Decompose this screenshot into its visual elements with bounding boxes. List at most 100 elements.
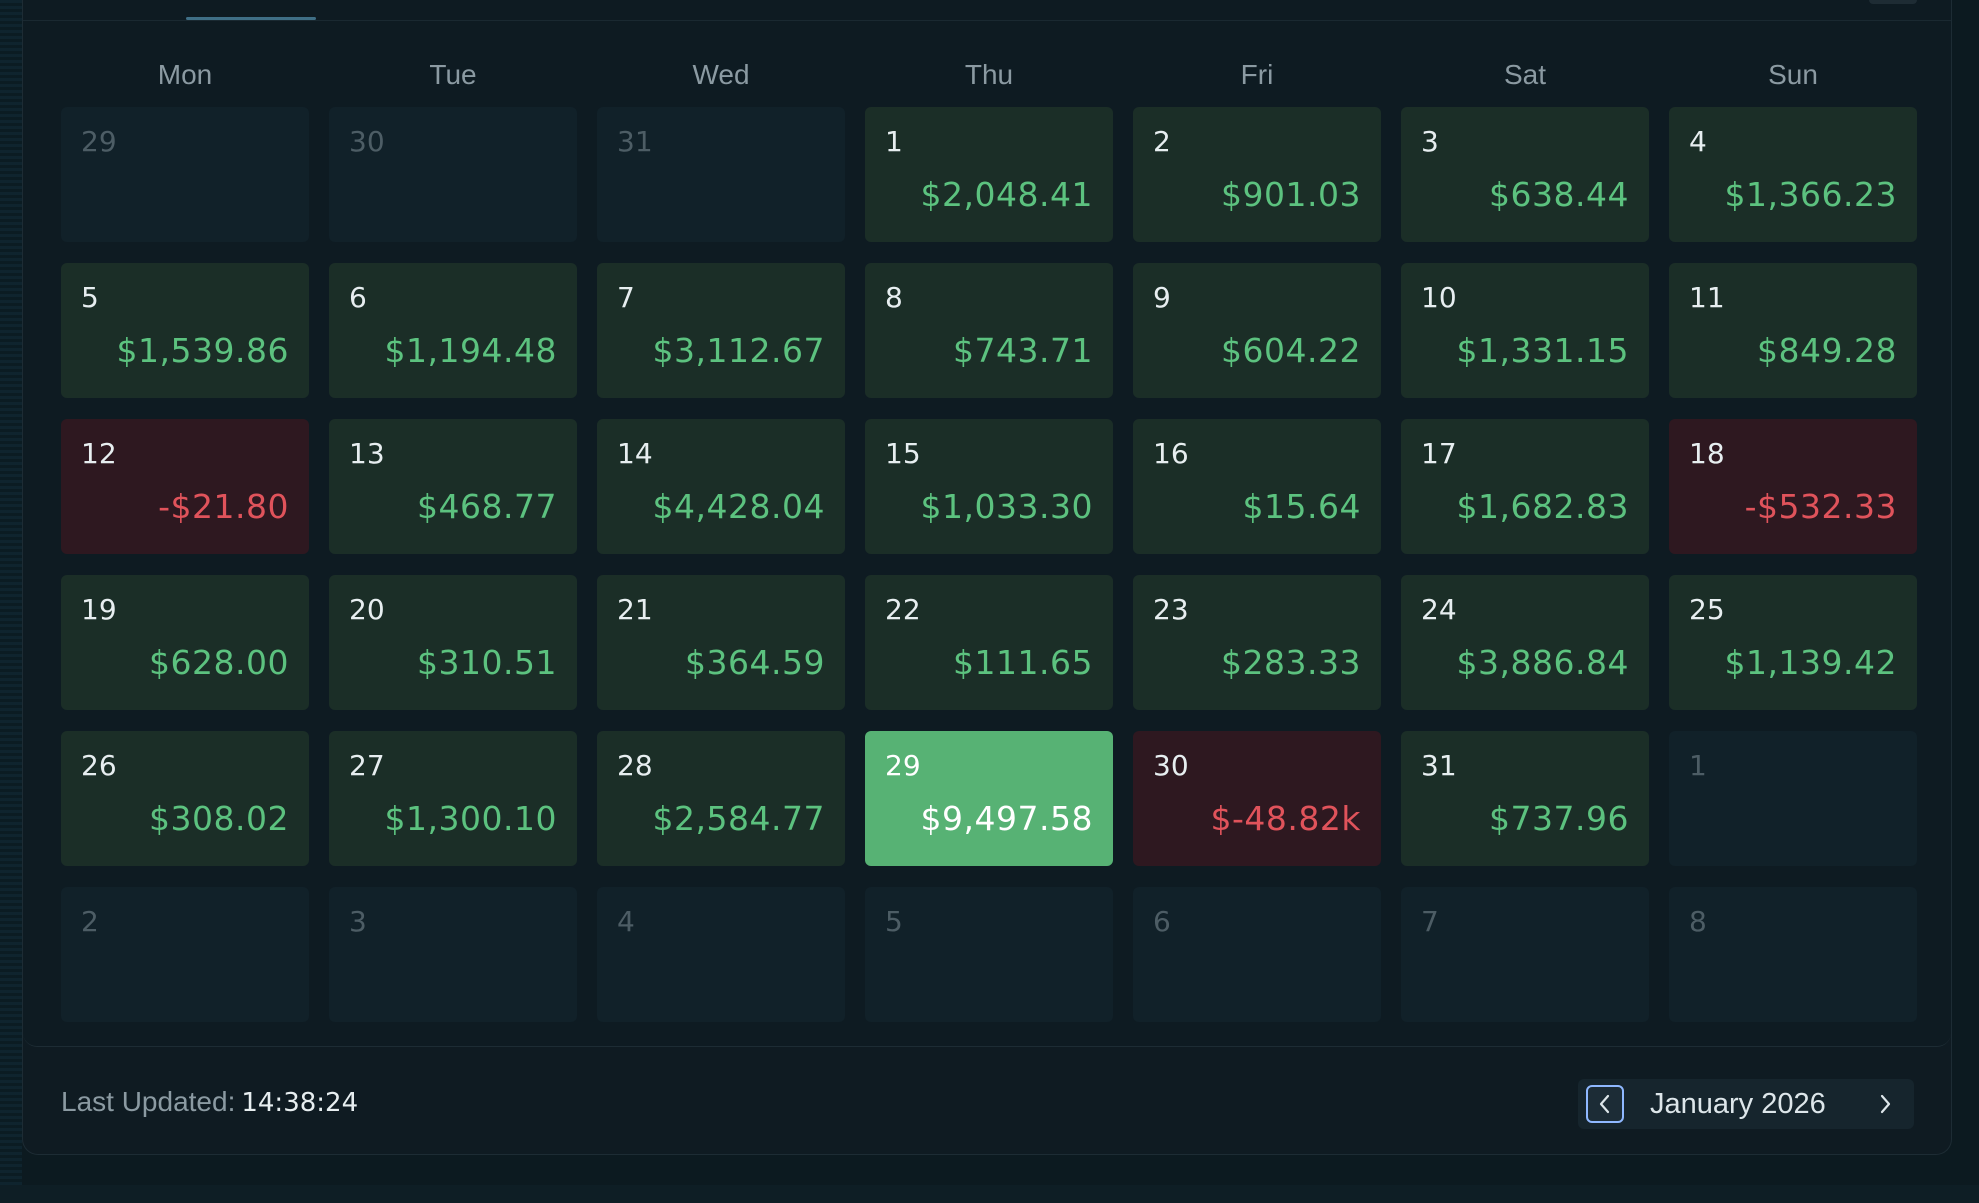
calendar-day[interactable]: 19 $628.00 [61,575,309,710]
day-number: 29 [81,125,117,158]
pnl-calendar-panel: Mon Tue Wed Thu Fri Sat Sun 29 30 31 1 $2,048.41 2 $… [22,0,1952,1155]
chevron-left-icon [1599,1094,1610,1114]
day-number: 15 [885,437,921,470]
calendar-day-outside: 31 [597,107,845,242]
calendar-day[interactable]: 16 $15.64 [1133,419,1381,554]
day-number: 10 [1421,281,1457,314]
calendar-day[interactable]: 15 $1,033.30 [865,419,1113,554]
day-number: 30 [349,125,385,158]
day-pnl-value: $468.77 [417,487,557,526]
day-pnl-value: $3,886.84 [1456,643,1629,682]
day-number: 5 [81,281,99,314]
weekday-tue: Tue [429,59,477,90]
calendar-day[interactable]: 29 $9,497.58 [865,731,1113,866]
day-number: 20 [349,593,385,626]
calendar-day[interactable]: 17 $1,682.83 [1401,419,1649,554]
day-number: 5 [885,905,903,938]
calendar-day[interactable]: 26 $308.02 [61,731,309,866]
calendar-day[interactable]: 23 $283.33 [1133,575,1381,710]
calendar-day[interactable]: 22 $111.65 [865,575,1113,710]
day-pnl-value: -$532.33 [1744,487,1897,526]
calendar-day[interactable]: 21 $364.59 [597,575,845,710]
calendar-day-outside: 8 [1669,887,1917,1022]
calendar-grid: 29 30 31 1 $2,048.41 2 $901.03 3 $638.44 4 $1,366.… [61,107,1917,1022]
day-pnl-value: $364.59 [685,643,825,682]
panel-corner-button[interactable] [1869,0,1917,4]
calendar-day[interactable]: 6 $1,194.48 [329,263,577,398]
next-month-button[interactable] [1866,1085,1904,1123]
calendar-day-outside: 6 [1133,887,1381,1022]
prev-month-button[interactable] [1586,1085,1624,1123]
day-pnl-value: $15.64 [1242,487,1361,526]
calendar-day[interactable]: 1 $2,048.41 [865,107,1113,242]
day-pnl-value: $2,584.77 [652,799,825,838]
calendar-day[interactable]: 11 $849.28 [1669,263,1917,398]
calendar-day-outside: 29 [61,107,309,242]
day-number: 2 [1153,125,1171,158]
day-number: 4 [1689,125,1707,158]
day-pnl-value: $4,428.04 [652,487,825,526]
calendar-day[interactable]: 4 $1,366.23 [1669,107,1917,242]
calendar-day[interactable]: 5 $1,539.86 [61,263,309,398]
day-number: 24 [1421,593,1457,626]
day-number: 2 [81,905,99,938]
calendar-day[interactable]: 2 $901.03 [1133,107,1381,242]
calendar-day[interactable]: 14 $4,428.04 [597,419,845,554]
calendar-day[interactable]: 31 $737.96 [1401,731,1649,866]
background-texture-left [0,0,22,1203]
day-number: 14 [617,437,653,470]
calendar-day[interactable]: 18 -$532.33 [1669,419,1917,554]
day-pnl-value: $1,682.83 [1456,487,1629,526]
calendar-day[interactable]: 27 $1,300.10 [329,731,577,866]
calendar-day-outside: 1 [1669,731,1917,866]
day-number: 12 [81,437,117,470]
last-updated: Last Updated: 14:38:24 [61,1086,358,1118]
weekday-header-row: Mon Tue Wed Thu Fri Sat Sun [61,55,1937,95]
day-number: 17 [1421,437,1457,470]
weekday-mon: Mon [157,59,213,90]
calendar-day[interactable]: 20 $310.51 [329,575,577,710]
day-pnl-value: $1,139.42 [1724,643,1897,682]
day-pnl-value: -$21.80 [158,487,289,526]
day-pnl-value: $3,112.67 [652,331,825,370]
calendar-day[interactable]: 24 $3,886.84 [1401,575,1649,710]
calendar-day[interactable]: 13 $468.77 [329,419,577,554]
day-number: 21 [617,593,653,626]
day-pnl-value: $310.51 [417,643,557,682]
calendar-day[interactable]: 25 $1,139.42 [1669,575,1917,710]
day-number: 6 [349,281,367,314]
calendar-day[interactable]: 3 $638.44 [1401,107,1649,242]
calendar-day[interactable]: 30 $-48.82k [1133,731,1381,866]
day-pnl-value: $628.00 [149,643,289,682]
weekday-thu: Thu [964,59,1014,90]
day-number: 30 [1153,749,1189,782]
day-number: 25 [1689,593,1725,626]
calendar-day-outside: 7 [1401,887,1649,1022]
day-number: 8 [885,281,903,314]
day-pnl-value: $111.65 [953,643,1093,682]
calendar-day[interactable]: 9 $604.22 [1133,263,1381,398]
day-number: 22 [885,593,921,626]
day-number: 6 [1153,905,1171,938]
day-pnl-value: $1,331.15 [1456,331,1629,370]
day-number: 11 [1689,281,1725,314]
calendar-day-outside: 2 [61,887,309,1022]
month-navigator: January 2026 [1578,1079,1914,1129]
day-number: 1 [1689,749,1707,782]
day-number: 3 [1421,125,1439,158]
day-number: 8 [1689,905,1707,938]
day-number: 13 [349,437,385,470]
calendar-day[interactable]: 28 $2,584.77 [597,731,845,866]
day-pnl-value: $638.44 [1489,175,1629,214]
calendar-day[interactable]: 12 -$21.80 [61,419,309,554]
calendar-day[interactable]: 7 $3,112.67 [597,263,845,398]
background-texture-bottom [0,1185,1979,1203]
last-updated-label: Last Updated: [61,1086,236,1117]
calendar-day[interactable]: 8 $743.71 [865,263,1113,398]
day-number: 27 [349,749,385,782]
chevron-right-icon [1880,1094,1891,1114]
day-pnl-value: $1,366.23 [1724,175,1897,214]
day-pnl-value: $743.71 [953,331,1093,370]
calendar-footer: Last Updated: 14:38:24 January 2026 [23,1046,1951,1154]
calendar-day[interactable]: 10 $1,331.15 [1401,263,1649,398]
